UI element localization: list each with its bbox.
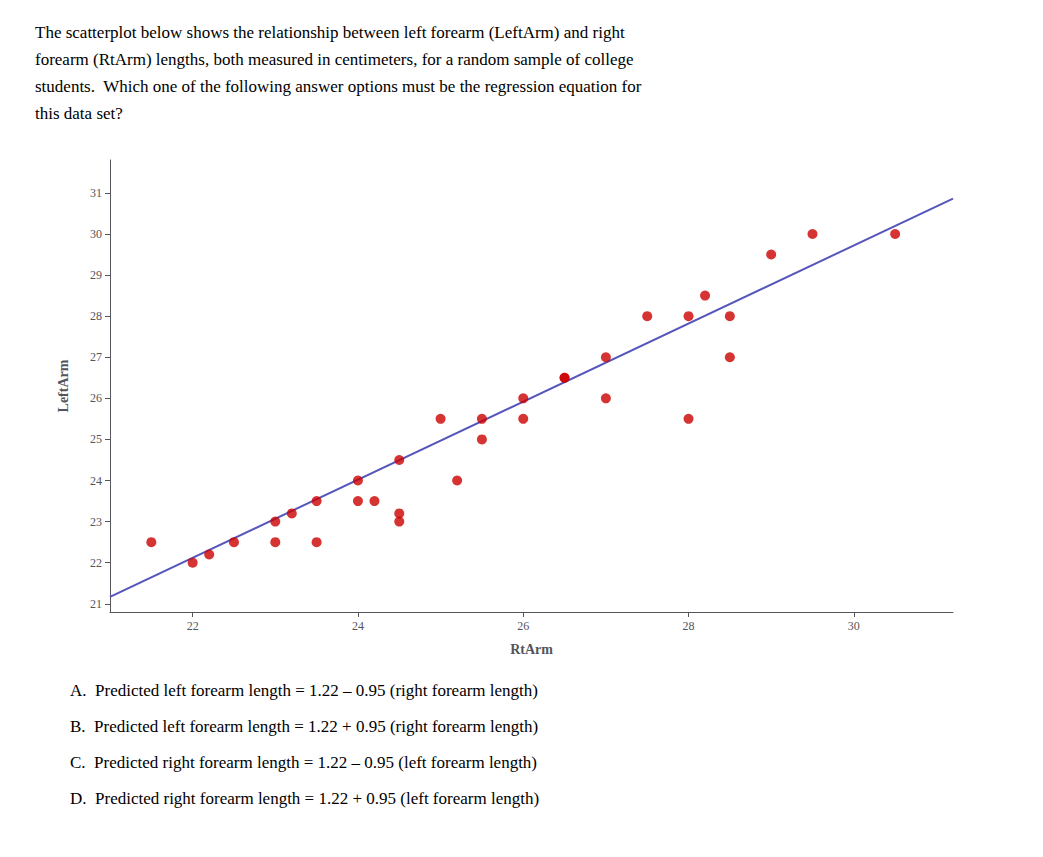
svg-text:22: 22 — [90, 556, 102, 570]
svg-text:students. Which one of the fo: students. Which one of the following ans… — [35, 77, 642, 96]
svg-text:30: 30 — [848, 619, 860, 633]
svg-text:LeftArm: LeftArm — [56, 359, 71, 412]
svg-text:The scatterplot below shows th: The scatterplot below shows the relation… — [35, 23, 625, 42]
svg-text:24: 24 — [352, 619, 364, 633]
svg-text:28: 28 — [683, 619, 695, 633]
svg-text:22: 22 — [187, 619, 199, 633]
svg-text:31: 31 — [90, 186, 102, 200]
svg-text:21: 21 — [90, 597, 102, 611]
svg-text:forearm (RtArm) lengths, both: forearm (RtArm) lengths, both measured i… — [35, 50, 634, 69]
svg-text:D. Predicted right forearm le: D. Predicted right forearm length = 1.22… — [70, 789, 539, 808]
svg-text:29: 29 — [90, 268, 102, 282]
svg-text:C. Predicted right forearm le: C. Predicted right forearm length = 1.22… — [70, 753, 537, 772]
svg-text:26: 26 — [517, 619, 529, 633]
svg-text:B. Predicted left forearm len: B. Predicted left forearm length = 1.22 … — [70, 717, 538, 736]
svg-text:24: 24 — [90, 474, 102, 488]
svg-text:A. Predicted left forearm len: A. Predicted left forearm length = 1.22 … — [70, 681, 538, 700]
svg-text:26: 26 — [90, 391, 102, 405]
svg-text:this data set?: this data set? — [35, 104, 123, 123]
svg-text:27: 27 — [90, 350, 102, 364]
svg-text:RtArm: RtArm — [510, 642, 553, 657]
svg-text:25: 25 — [90, 432, 102, 446]
svg-text:23: 23 — [90, 515, 102, 529]
svg-text:30: 30 — [90, 227, 102, 241]
svg-text:28: 28 — [90, 309, 102, 323]
